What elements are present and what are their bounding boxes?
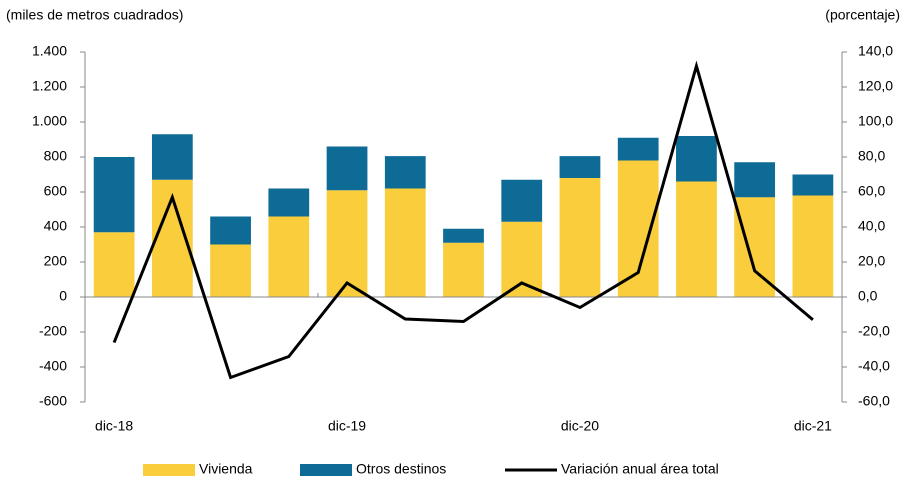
bar bbox=[151, 134, 193, 180]
bar bbox=[268, 216, 310, 297]
bar bbox=[734, 162, 776, 198]
y2-axis-label: (porcentaje) bbox=[825, 7, 900, 23]
y2-tick-label: 140,0 bbox=[858, 43, 893, 59]
y-tick-label: 1.400 bbox=[32, 43, 67, 59]
y-tick-label: -400 bbox=[39, 358, 67, 374]
y-tick-label: 400 bbox=[44, 218, 68, 234]
y-tick-label: 800 bbox=[44, 148, 68, 164]
y2-tick-label: 40,0 bbox=[858, 218, 885, 234]
y2-tick-label: -20,0 bbox=[858, 323, 890, 339]
y2-tick-label: -40,0 bbox=[858, 358, 890, 374]
legend-swatch bbox=[143, 464, 195, 476]
bar bbox=[443, 228, 484, 243]
x-tick-label: dic-19 bbox=[328, 418, 366, 434]
bar bbox=[676, 181, 717, 297]
bar bbox=[501, 221, 543, 297]
bar bbox=[93, 232, 135, 297]
y2-tick-label: 80,0 bbox=[858, 148, 885, 164]
bar bbox=[559, 156, 601, 178]
bar bbox=[268, 188, 310, 217]
legend-label: Otros destinos bbox=[356, 461, 446, 477]
y-tick-label: 0 bbox=[59, 288, 67, 304]
bar bbox=[443, 242, 484, 297]
y-tick-label: 200 bbox=[44, 253, 68, 269]
y-tick-label: 600 bbox=[44, 183, 68, 199]
bar bbox=[792, 174, 834, 196]
y2-tick-label: 60,0 bbox=[858, 183, 885, 199]
x-tick-label: dic-21 bbox=[794, 418, 832, 434]
bar bbox=[326, 190, 368, 297]
legend-label: Vivienda bbox=[199, 461, 253, 477]
bar bbox=[617, 137, 659, 161]
y-tick-label: -200 bbox=[39, 323, 67, 339]
bar bbox=[384, 188, 426, 297]
x-tick-label: dic-18 bbox=[95, 418, 133, 434]
bar bbox=[384, 156, 426, 189]
bar bbox=[617, 160, 659, 297]
bar bbox=[210, 244, 251, 297]
line bbox=[112, 60, 814, 380]
bar bbox=[210, 216, 251, 245]
y-tick-label: 1.200 bbox=[32, 78, 67, 94]
bar bbox=[792, 195, 834, 297]
bar bbox=[501, 179, 543, 222]
bar bbox=[676, 136, 717, 182]
y2-tick-label: -60,0 bbox=[858, 393, 890, 409]
y2-tick-label: 120,0 bbox=[858, 78, 893, 94]
legend-label: Variación anual área total bbox=[561, 461, 719, 477]
x-tick-label: dic-20 bbox=[561, 418, 599, 434]
bar bbox=[326, 146, 368, 191]
legend-swatch bbox=[300, 464, 352, 476]
y2-tick-label: 20,0 bbox=[858, 253, 885, 269]
y-tick-label: -600 bbox=[39, 393, 67, 409]
y-axis-label: (miles de metros cuadrados) bbox=[6, 7, 183, 23]
y2-tick-label: 0,0 bbox=[858, 288, 878, 304]
bar bbox=[93, 157, 135, 233]
y2-tick-label: 100,0 bbox=[858, 113, 893, 129]
y-tick-label: 1.000 bbox=[32, 113, 67, 129]
bar bbox=[559, 178, 601, 297]
